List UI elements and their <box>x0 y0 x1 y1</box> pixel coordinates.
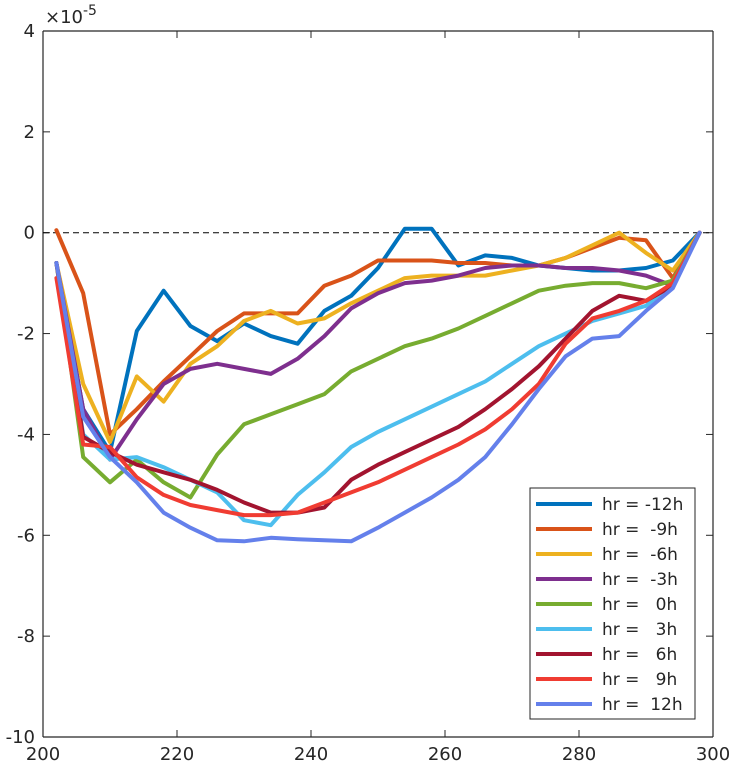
legend-label: hr = -6h <box>602 545 678 565</box>
y-exponent-power: -5 <box>83 3 97 19</box>
legend: hr = -12h hr = -9h hr = -6h hr = -3h hr = 0h… <box>529 487 696 720</box>
y-tick-label: -4 <box>17 424 35 445</box>
series-line-8 <box>54 230 702 544</box>
series-line-7 <box>54 230 702 518</box>
series-line-1 <box>54 228 702 437</box>
series-line-0 <box>54 226 702 455</box>
plot-series <box>54 226 702 544</box>
legend-label: hr = -3h <box>602 570 678 590</box>
y-tick-label: 0 <box>24 223 35 244</box>
legend-label: hr = -12h <box>602 495 683 515</box>
y-tick-label: 4 <box>24 21 35 42</box>
x-tick-label: 220 <box>160 744 194 765</box>
y-exponent-label: ×10-5 <box>45 3 97 28</box>
y-tick-label: -8 <box>17 626 35 647</box>
x-tick-label: 280 <box>562 744 596 765</box>
y-tick-label: -6 <box>17 525 35 546</box>
series-line-4 <box>54 230 702 500</box>
x-tick-label: 200 <box>26 744 60 765</box>
legend-label: hr = 3h <box>602 620 677 640</box>
legend-label: hr = 6h <box>602 645 677 665</box>
legend-label: hr = 9h <box>602 670 677 690</box>
x-tick-label: 260 <box>428 744 462 765</box>
axes: 200 220 240 260 280 300 -10 -8 -6 -4 -2 0 2 4 ×10-5 <box>6 3 731 765</box>
x-tick-label: 300 <box>696 744 730 765</box>
series-line-6 <box>54 230 702 515</box>
y-exponent-base: ×10 <box>45 7 83 28</box>
legend-label: hr = 0h <box>602 595 677 615</box>
legend-label: hr = 12h <box>602 695 683 715</box>
x-tick-label: 240 <box>294 744 328 765</box>
y-tick-label: -2 <box>17 324 35 345</box>
series-line-2 <box>54 230 702 444</box>
y-tick-label: 2 <box>24 122 35 143</box>
y-tick-label: -10 <box>6 727 35 748</box>
legend-label: hr = -9h <box>602 520 678 540</box>
series-line-3 <box>54 230 702 462</box>
